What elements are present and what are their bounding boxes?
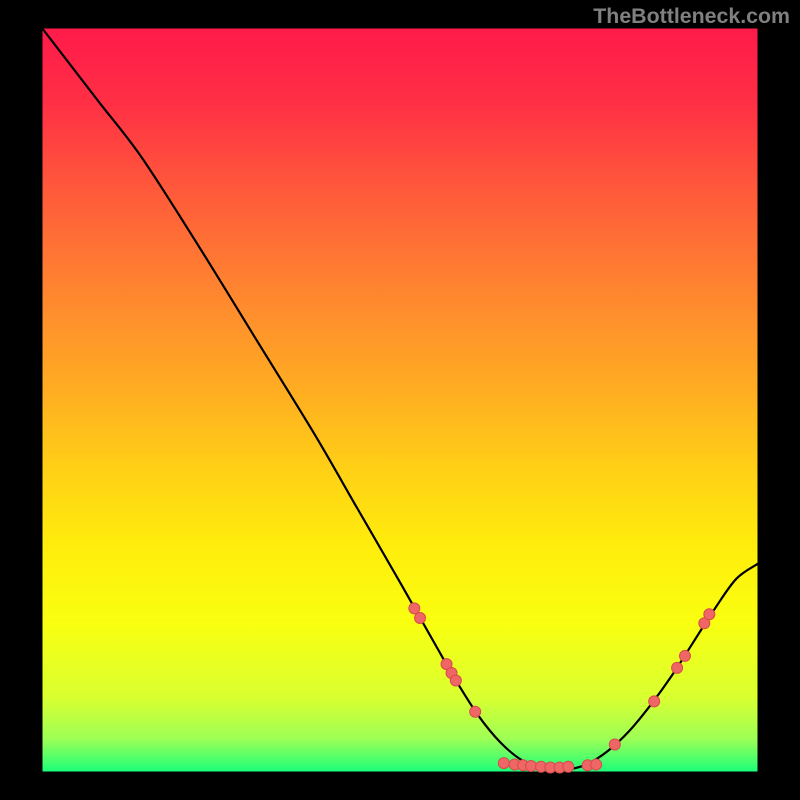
data-marker (591, 759, 602, 770)
data-marker (498, 758, 509, 769)
data-marker (470, 706, 481, 717)
data-marker (563, 761, 574, 772)
data-marker (450, 675, 461, 686)
gradient-background (42, 28, 758, 772)
data-marker (649, 696, 660, 707)
watermark-text: TheBottleneck.com (593, 4, 790, 29)
chart-container: TheBottleneck.com (0, 0, 800, 800)
data-marker (679, 650, 690, 661)
data-marker (609, 739, 620, 750)
data-marker (415, 612, 426, 623)
data-marker (409, 603, 420, 614)
data-marker (704, 609, 715, 620)
data-marker (526, 761, 537, 772)
bottleneck-curve-chart (0, 0, 800, 800)
data-marker (672, 662, 683, 673)
